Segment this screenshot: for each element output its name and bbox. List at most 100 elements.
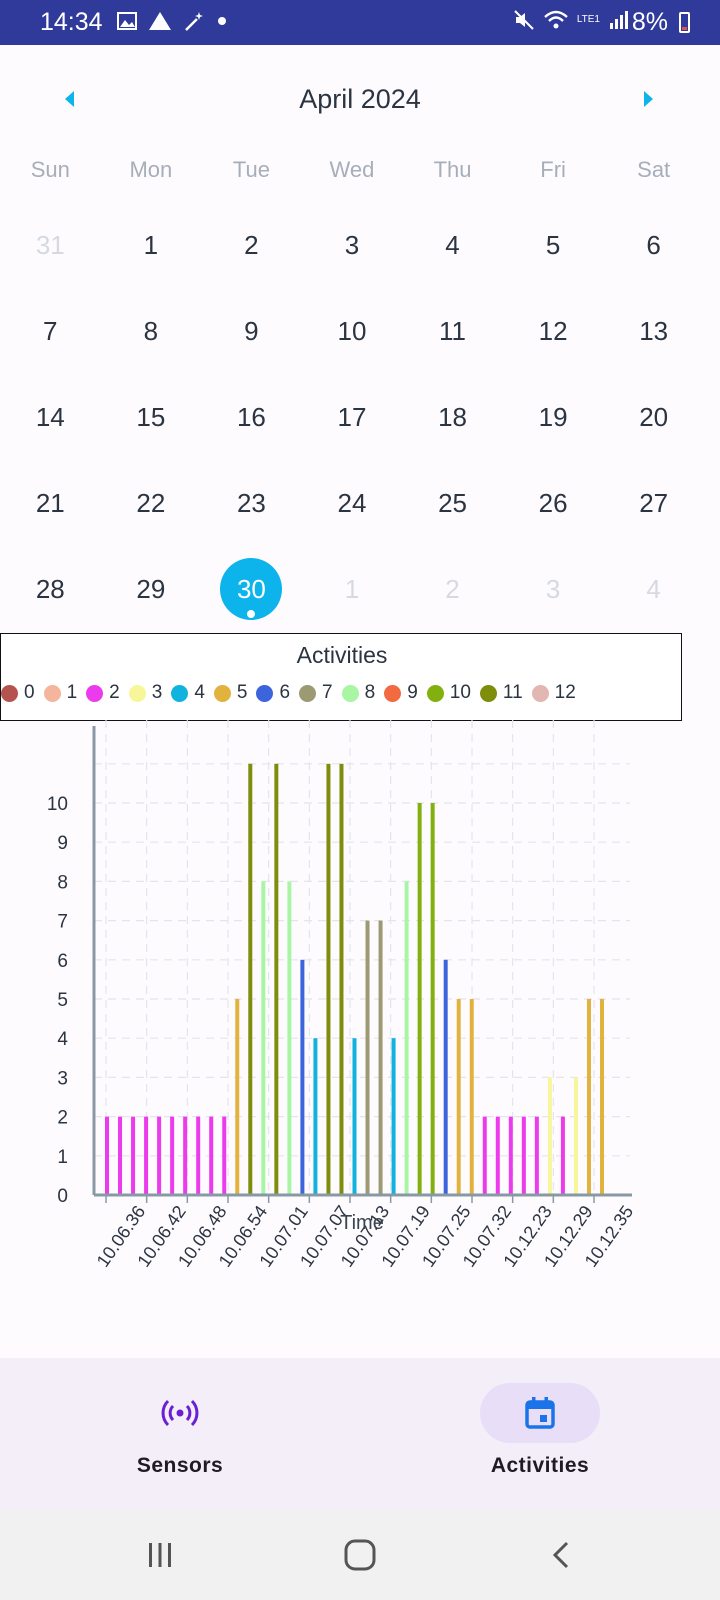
day-number: 21 <box>35 487 65 518</box>
legend-label: 11 <box>502 682 523 703</box>
calendar-day[interactable]: 4 <box>603 546 704 632</box>
day-number: 23 <box>236 487 266 518</box>
y-tick-label: 7 <box>57 912 68 933</box>
calendar-day[interactable]: 24 <box>302 460 403 546</box>
calendar-day[interactable]: 22 <box>101 460 202 546</box>
chart-bar <box>313 1038 318 1195</box>
calendar-day[interactable]: 26 <box>503 460 604 546</box>
legend-swatch <box>128 684 146 702</box>
legend-item: 4 <box>171 682 205 704</box>
calendar-day[interactable]: 3 <box>503 546 604 632</box>
legend-item: 11 <box>479 682 523 704</box>
legend-item: 7 <box>299 682 333 704</box>
calendar-day[interactable]: 7 <box>0 288 101 374</box>
day-number: 12 <box>538 315 568 346</box>
calendar-day[interactable]: 17 <box>302 374 403 460</box>
magic-wand-icon <box>185 12 203 31</box>
calendar-day[interactable]: 18 <box>402 374 503 460</box>
chart-bar <box>391 1038 396 1195</box>
calendar-day[interactable]: 27 <box>603 460 704 546</box>
chart-bar <box>430 803 435 1195</box>
calendar-day-selected[interactable]: 30 <box>201 546 302 632</box>
calendar-day[interactable]: 2 <box>402 546 503 632</box>
weekday-label: Fri <box>540 157 566 182</box>
day-number: 2 <box>244 229 259 260</box>
calendar-day[interactable]: 10 <box>302 288 403 374</box>
next-month-icon[interactable] <box>633 84 663 114</box>
calendar-day[interactable]: 16 <box>201 374 302 460</box>
legend-item: 12 <box>531 682 576 704</box>
warning-icon <box>149 12 171 30</box>
calendar-day[interactable]: 1 <box>302 546 403 632</box>
legend-item: 5 <box>213 682 247 704</box>
nav-pill-activities <box>480 1383 600 1443</box>
legend-item: 1 <box>43 682 78 704</box>
network-type: LTE1 <box>576 14 600 25</box>
chart-bar <box>443 959 448 1195</box>
day-number: 3 <box>344 229 360 260</box>
day-number: 28 <box>35 573 65 604</box>
chart-bar <box>339 763 344 1195</box>
calendar-week-row: 31 1 2 3 4 5 6 <box>0 202 720 288</box>
legend-label: 6 <box>279 682 291 703</box>
nav-item-sensors[interactable]: Sensors <box>60 1358 300 1510</box>
nav-label-activities: Activities <box>490 1454 590 1477</box>
legend-item: 9 <box>384 682 418 704</box>
calendar-day[interactable]: 2 <box>201 202 302 288</box>
calendar-day[interactable]: 6 <box>603 202 704 288</box>
back-button[interactable] <box>532 1530 592 1580</box>
calendar-day[interactable]: 14 <box>0 374 101 460</box>
chart-bar <box>521 1116 526 1195</box>
calendar-day[interactable]: 13 <box>603 288 704 374</box>
calendar-day[interactable]: 29 <box>101 546 202 632</box>
day-number: 1 <box>143 229 159 260</box>
chart-bar <box>157 1116 162 1195</box>
chart-bar <box>170 1116 175 1195</box>
calendar-day[interactable]: 21 <box>0 460 101 546</box>
legend-swatch <box>43 684 61 702</box>
calendar-day[interactable]: 19 <box>503 374 604 460</box>
calendar-day[interactable]: 31 <box>0 202 101 288</box>
chart-bar <box>378 920 383 1195</box>
previous-month-icon[interactable] <box>55 84 85 114</box>
chart-bar <box>131 1116 136 1195</box>
calendar-day[interactable]: 20 <box>603 374 704 460</box>
calendar-day[interactable]: 1 <box>101 202 202 288</box>
legend-item: 2 <box>86 682 120 704</box>
calendar-day[interactable]: 28 <box>0 546 101 632</box>
calendar-day[interactable]: 5 <box>503 202 604 288</box>
chart-bar <box>456 999 461 1195</box>
legend-swatch <box>299 684 317 702</box>
recents-button[interactable] <box>130 1530 190 1580</box>
calendar-day[interactable]: 12 <box>503 288 604 374</box>
legend-label: 4 <box>194 682 205 703</box>
y-tick-label: 10 <box>47 794 68 815</box>
calendar-day[interactable]: 25 <box>402 460 503 546</box>
battery-icon <box>679 12 690 33</box>
chart-bar <box>248 763 253 1195</box>
day-number: 8 <box>143 315 159 346</box>
legend-swatch <box>1 684 18 702</box>
nav-item-activities[interactable]: Activities <box>420 1358 660 1510</box>
chart-bar <box>365 920 370 1195</box>
legend-label: 7 <box>322 682 333 703</box>
calendar-day[interactable]: 4 <box>402 202 503 288</box>
event-indicator-dot <box>247 610 256 618</box>
signal-icon <box>610 11 628 29</box>
legend-title: Activities <box>296 642 388 668</box>
calendar-day[interactable]: 23 <box>201 460 302 546</box>
chart-bar <box>118 1116 123 1195</box>
home-button[interactable] <box>330 1530 390 1580</box>
calendar-day[interactable]: 11 <box>402 288 503 374</box>
calendar-day[interactable]: 9 <box>201 288 302 374</box>
day-number: 5 <box>545 229 561 260</box>
nav-pill-sensors <box>120 1383 240 1443</box>
weekday-label: Wed <box>329 157 375 182</box>
y-tick-label: 2 <box>57 1108 68 1129</box>
legend-label: 1 <box>66 682 78 703</box>
calendar-day[interactable]: 3 <box>302 202 403 288</box>
day-number: 25 <box>438 487 467 518</box>
calendar-day[interactable]: 15 <box>101 374 202 460</box>
calendar-header: April 2024 <box>0 70 720 130</box>
calendar-day[interactable]: 8 <box>101 288 202 374</box>
